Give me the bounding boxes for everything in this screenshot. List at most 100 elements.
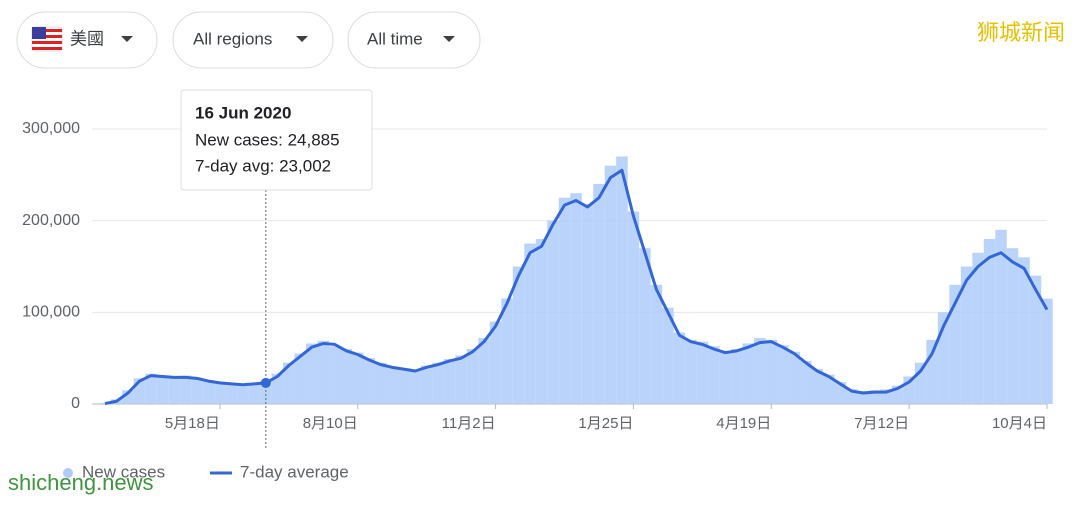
bar bbox=[1006, 248, 1019, 404]
watermark: 狮城新闻 bbox=[977, 20, 1065, 45]
bar bbox=[811, 369, 823, 404]
x-tick-label: 11月2日 bbox=[442, 415, 496, 432]
filter-label[interactable]: All regions bbox=[193, 29, 272, 48]
y-tick-label: 200,000 bbox=[22, 212, 80, 229]
bar bbox=[214, 382, 226, 404]
y-tick-label: 100,000 bbox=[22, 304, 80, 321]
bar bbox=[754, 338, 766, 404]
x-tick-label: 10月4日 bbox=[992, 415, 1047, 432]
bar bbox=[547, 220, 559, 404]
bar bbox=[455, 355, 467, 404]
bar bbox=[570, 193, 582, 404]
tooltip-line: 7-day avg: 23,002 bbox=[195, 156, 331, 175]
bar bbox=[351, 352, 364, 404]
bar bbox=[1018, 257, 1030, 404]
bar bbox=[248, 384, 261, 404]
bar bbox=[133, 378, 146, 404]
watermark: shicheng.news bbox=[8, 470, 154, 495]
bar bbox=[627, 211, 640, 404]
x-tick-label: 8月10日 bbox=[303, 415, 358, 432]
bar bbox=[685, 339, 697, 404]
bar bbox=[260, 381, 272, 404]
bar bbox=[340, 349, 352, 404]
time-filter[interactable]: All time bbox=[347, 11, 481, 69]
bar bbox=[581, 204, 594, 404]
pill[interactable] bbox=[172, 11, 334, 69]
country-filter[interactable]: 美國 bbox=[16, 11, 158, 69]
dropdown-arrow bbox=[121, 36, 133, 42]
legend-label: 7-day average bbox=[240, 462, 349, 481]
bar bbox=[99, 403, 111, 404]
legend-swatch bbox=[63, 468, 73, 478]
filter-label[interactable]: All time bbox=[367, 29, 423, 48]
bar bbox=[420, 365, 433, 404]
bar bbox=[1029, 275, 1042, 404]
bar bbox=[558, 197, 571, 404]
bar bbox=[271, 373, 284, 404]
bar bbox=[593, 184, 605, 404]
bar bbox=[708, 346, 720, 404]
filter-label[interactable]: 美國 bbox=[70, 29, 104, 48]
bar bbox=[995, 229, 1007, 404]
bar bbox=[857, 391, 869, 404]
bar bbox=[374, 362, 387, 404]
bar bbox=[696, 341, 709, 404]
bar bbox=[926, 339, 938, 404]
bar bbox=[822, 374, 835, 404]
x-tick-label: 4月19日 bbox=[716, 415, 771, 432]
bar bbox=[512, 266, 525, 404]
bar bbox=[179, 375, 192, 404]
bar bbox=[650, 284, 663, 404]
bar bbox=[466, 349, 479, 404]
bar bbox=[294, 353, 307, 404]
bar bbox=[306, 343, 318, 404]
bar bbox=[432, 362, 444, 404]
bar bbox=[880, 389, 892, 404]
legend-label: New cases bbox=[82, 462, 165, 481]
bar bbox=[960, 266, 973, 404]
tooltip-box bbox=[180, 89, 373, 191]
bar bbox=[788, 351, 801, 404]
pill[interactable] bbox=[347, 11, 481, 69]
bar bbox=[983, 239, 996, 404]
bar bbox=[972, 252, 984, 404]
x-tick-label: 7月12日 bbox=[854, 415, 909, 432]
x-tick-label: 1月25日 bbox=[578, 415, 633, 432]
bar bbox=[489, 321, 502, 404]
us-flag bbox=[31, 26, 63, 52]
bar bbox=[903, 376, 915, 404]
bar bbox=[891, 385, 904, 404]
bar bbox=[386, 366, 398, 404]
bar bbox=[834, 382, 846, 404]
bar bbox=[914, 362, 927, 404]
tooltip: 16 Jun 2020 New cases: 24,885 7-day avg:… bbox=[180, 89, 373, 191]
bar bbox=[616, 156, 628, 404]
legend: New cases 7-day average bbox=[63, 462, 349, 481]
bar bbox=[731, 349, 743, 404]
bar bbox=[868, 390, 881, 404]
bar bbox=[397, 368, 410, 404]
bar bbox=[524, 243, 536, 404]
bar bbox=[673, 332, 686, 404]
bar bbox=[237, 383, 249, 404]
plot: 0 100,000 200,000 300,000 5月18日 8月10日 11月2日 1月2… bbox=[22, 120, 1053, 450]
bar bbox=[845, 389, 858, 404]
pill[interactable] bbox=[16, 11, 158, 69]
bar bbox=[501, 298, 513, 404]
bar bbox=[478, 338, 490, 404]
tooltip-title: 16 Jun 2020 bbox=[195, 103, 291, 122]
tooltip-line: New cases: 24,885 bbox=[195, 130, 340, 149]
region-filter[interactable]: All regions bbox=[172, 11, 334, 69]
bar bbox=[719, 350, 732, 404]
bar bbox=[1041, 298, 1053, 404]
bar bbox=[283, 362, 295, 404]
bar bbox=[604, 165, 617, 404]
bar bbox=[317, 340, 330, 404]
bar bbox=[409, 370, 421, 404]
hover-point bbox=[260, 377, 271, 388]
bar bbox=[363, 358, 375, 404]
bar bbox=[202, 380, 215, 404]
bar bbox=[800, 360, 812, 404]
bar bbox=[535, 239, 548, 404]
